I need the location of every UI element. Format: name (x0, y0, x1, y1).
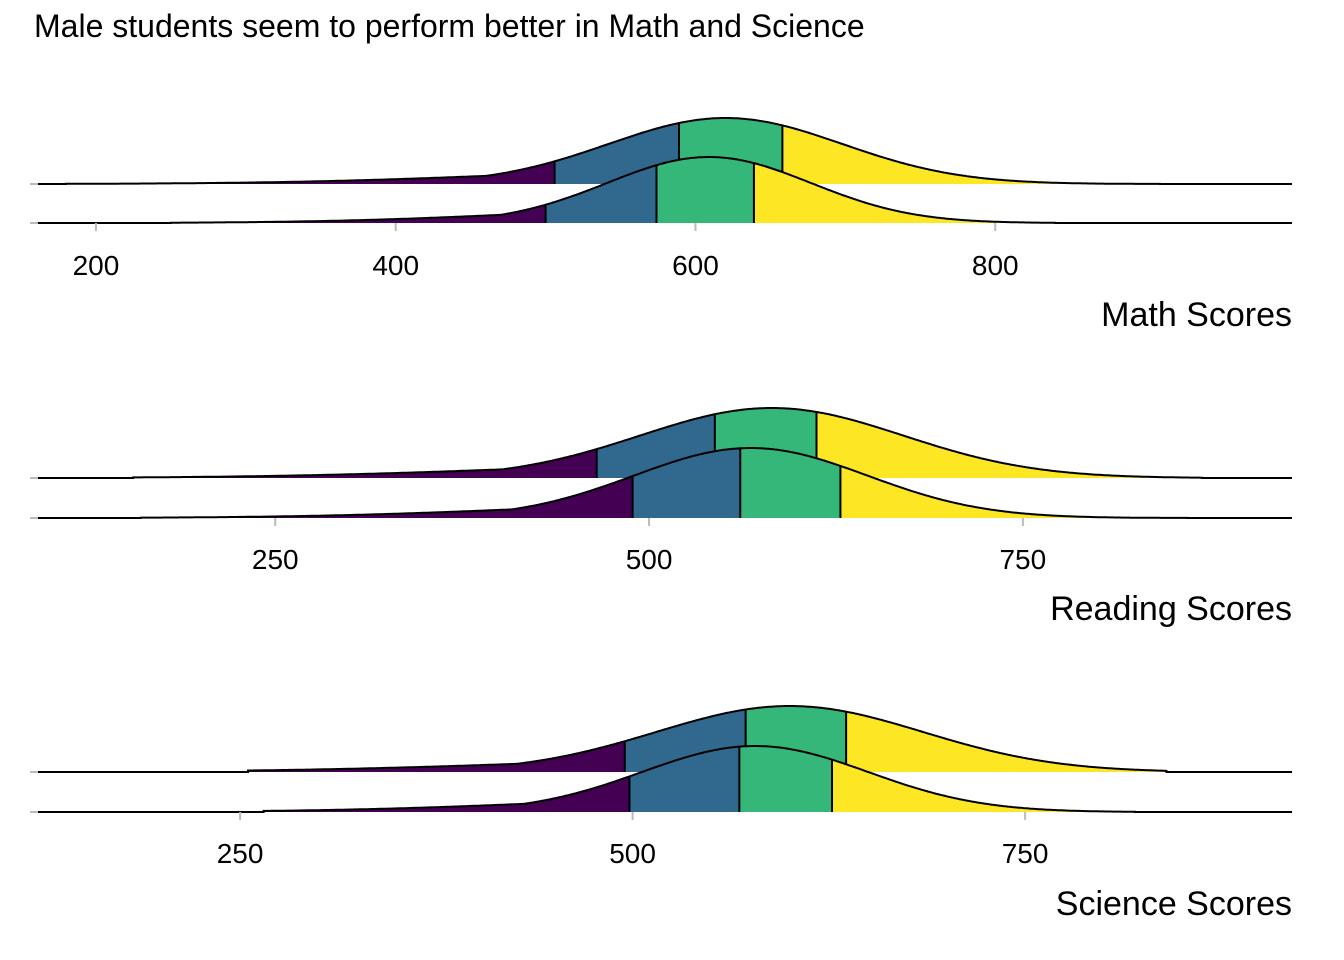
ridge-lower-quartile-4 (832, 759, 1135, 812)
ridge-lower-quartile-3 (739, 746, 832, 812)
ridge-lower-quartile-3 (740, 448, 841, 518)
x-axis-title: Science Scores (1056, 885, 1292, 923)
ridge-lower-quartile-1 (170, 204, 546, 223)
x-tick-label: 800 (972, 250, 1019, 281)
x-tick-label: 400 (372, 250, 419, 281)
chart-title: Male students seem to perform better in … (34, 8, 865, 44)
ridge-lower-quartile-4 (753, 163, 1056, 223)
ridge-lower-quartile-4 (840, 465, 1188, 518)
ridge-lower-quartile-2 (629, 746, 740, 812)
ridge-upper-outline (36, 407, 1292, 479)
ridge-lower-quartile-2 (545, 165, 657, 223)
x-tick-label: 500 (626, 544, 673, 575)
ridge-lower-outline (36, 447, 1292, 519)
ridge-lower-quartile-2 (632, 448, 741, 518)
ridge-upper-quartile-4 (846, 711, 1167, 772)
x-tick-label: 500 (609, 838, 656, 869)
ridge-lower-quartile-1 (140, 476, 633, 518)
x-tick-label: 250 (217, 838, 264, 869)
ridge-upper-quartile-1 (248, 741, 625, 772)
ridge-lower-quartile-3 (656, 157, 754, 223)
x-axis-title: Math Scores (1101, 296, 1292, 334)
panel-math-scores: 200 400 600 800 Math Scores (30, 117, 1292, 334)
ridge-upper-outline (36, 705, 1292, 773)
x-tick-label: 750 (999, 544, 1046, 575)
x-tick-label: 600 (672, 250, 719, 281)
x-tick-label: 250 (252, 544, 299, 575)
ridge-lower-outline (36, 745, 1292, 813)
ridge-lower-outline (36, 156, 1292, 224)
ridge-upper-quartile-4 (816, 412, 1203, 478)
x-axis-title: Reading Scores (1050, 590, 1292, 628)
ridge-upper-outline (36, 117, 1292, 185)
x-tick-label: 200 (73, 250, 120, 281)
x-tick-label: 750 (1002, 838, 1049, 869)
ridge-upper-quartile-4 (782, 125, 1161, 184)
ridge-lower-quartile-1 (263, 776, 630, 812)
